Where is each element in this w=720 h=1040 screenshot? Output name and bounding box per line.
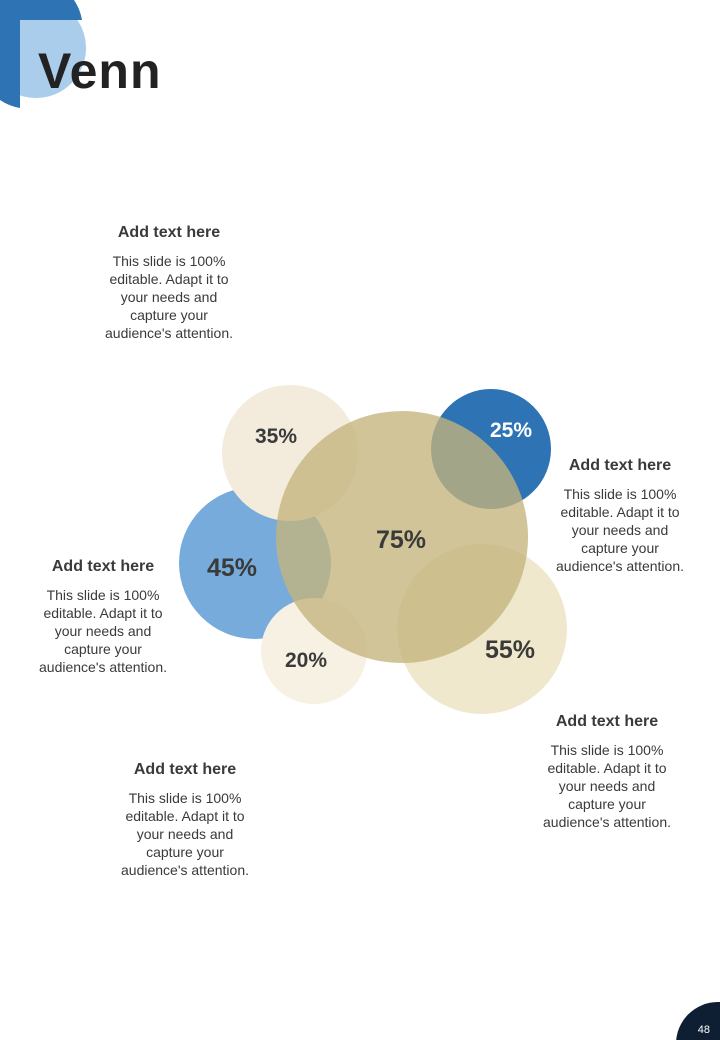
slide-title: Venn [38,43,162,99]
corner-light-circle [0,0,86,98]
text-block-left-middle: Add text here This slide is 100% editabl… [18,558,188,676]
label-25: 25% [490,419,532,442]
label-75: 75% [376,526,426,554]
corner-dark-strip [0,0,20,108]
label-20: 20% [285,649,327,672]
text-block-heading: Add text here [51,558,155,575]
text-block-heading: Add text here [117,224,221,241]
label-45: 45% [207,554,257,582]
text-block-right-upper: Add text here This slide is 100% editabl… [535,457,705,575]
text-block-heading: Add text here [133,761,237,778]
label-55: 55% [485,636,535,664]
text-block-bottom-left: Add text here This slide is 100% editabl… [100,761,270,879]
page-number: 48 [697,1024,710,1036]
text-block-heading: Add text here [555,713,659,730]
text-block-body: This slide is 100% editable. Adapt it to… [105,253,233,341]
text-block-right-lower: Add text here This slide is 100% editabl… [522,713,692,831]
corner-decoration [0,0,86,108]
text-block-body: This slide is 100% editable. Adapt it to… [556,486,684,574]
text-block-body: This slide is 100% editable. Adapt it to… [121,790,249,878]
text-block-top-left: Add text here This slide is 100% editabl… [84,224,254,342]
label-35: 35% [255,425,297,448]
text-block-body: This slide is 100% editable. Adapt it to… [39,587,167,675]
circle-75 [276,411,528,663]
page-number-badge [676,1002,720,1040]
text-block-heading: Add text here [568,457,672,474]
corner-dark-top [20,0,82,20]
text-block-body: This slide is 100% editable. Adapt it to… [543,742,671,830]
